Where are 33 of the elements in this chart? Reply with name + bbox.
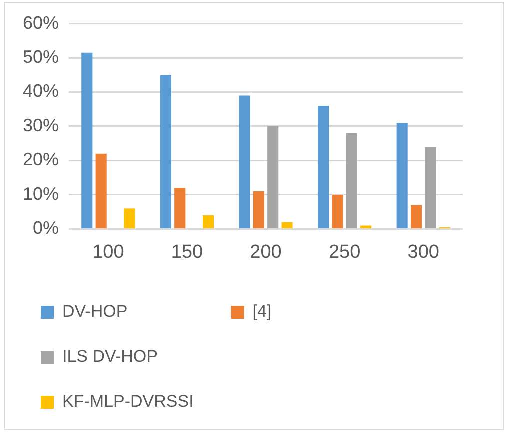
x-tick-label: 250 xyxy=(328,242,361,263)
y-tick-label: 30% xyxy=(22,115,60,136)
bar xyxy=(82,52,93,228)
y-tick-label: 0% xyxy=(33,218,60,238)
bar xyxy=(282,222,293,228)
y-tick-label: 10% xyxy=(22,184,60,204)
bar xyxy=(174,188,186,228)
y-tick-label: 20% xyxy=(22,150,60,170)
bar xyxy=(96,154,107,228)
legend-label: DV-HOP xyxy=(62,302,203,322)
bar xyxy=(124,208,136,228)
bar xyxy=(425,147,436,228)
bar xyxy=(202,216,214,228)
legend-label: [4] xyxy=(252,302,362,322)
legend-label: ILS DV-HOP xyxy=(62,347,214,366)
bar xyxy=(253,192,264,228)
y-tick-label: 50% xyxy=(22,47,60,67)
bar xyxy=(396,123,408,228)
y-tick-label: 60% xyxy=(22,12,60,33)
x-tick-label: 200 xyxy=(250,242,282,263)
legend-label: KF-MLP-DVRSSI xyxy=(62,392,236,412)
y-tick-label: 40% xyxy=(22,81,60,102)
bar xyxy=(410,205,422,228)
bar xyxy=(346,133,358,228)
bar xyxy=(332,194,344,228)
bar xyxy=(360,226,372,228)
bar xyxy=(239,96,250,228)
x-tick-label: 100 xyxy=(92,242,124,263)
bar xyxy=(160,75,172,228)
bar xyxy=(318,106,330,228)
bar xyxy=(268,126,279,228)
x-tick-label: 150 xyxy=(171,242,204,263)
x-tick-label: 300 xyxy=(408,242,440,263)
